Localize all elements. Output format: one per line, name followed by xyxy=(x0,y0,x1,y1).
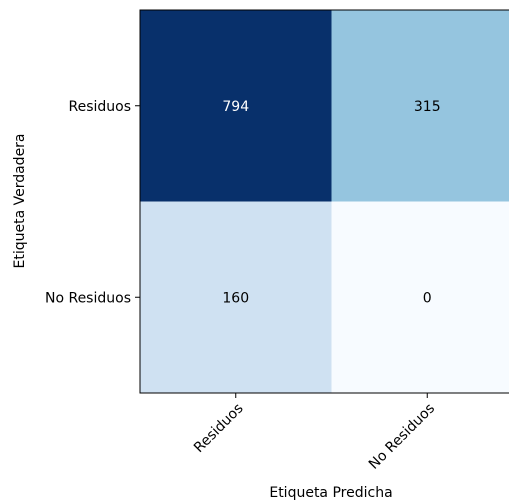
cell-value-label: 0 xyxy=(423,290,432,306)
cell-value-label: 794 xyxy=(222,99,249,115)
y-tick-label: Residuos xyxy=(68,99,131,115)
heatmap-cell-labels: 794 315 160 0 xyxy=(222,99,440,307)
y-axis-label: Etiqueta Verdadera xyxy=(12,133,28,268)
plot-frame xyxy=(139,9,509,394)
y-tick-label: No Residuos xyxy=(45,290,131,306)
x-tick-label: Residuos xyxy=(191,401,247,457)
cell-value-label: 315 xyxy=(414,99,441,115)
heatmap-cell-r1-c0 xyxy=(140,201,332,393)
heatmap-cell-r1-c1 xyxy=(331,201,509,393)
heatmap-cell-r0-c0 xyxy=(140,10,332,202)
cell-value-label: 160 xyxy=(222,290,249,306)
x-axis-ticks: Residuos No Residuos xyxy=(191,393,438,473)
heatmap-cells xyxy=(140,10,509,393)
y-axis-ticks: Residuos No Residuos xyxy=(45,99,140,306)
heatmap-cell-r0-c1 xyxy=(331,10,509,202)
x-tick-label: No Residuos xyxy=(366,401,438,473)
x-axis-label: Etiqueta Predicha xyxy=(269,485,392,501)
